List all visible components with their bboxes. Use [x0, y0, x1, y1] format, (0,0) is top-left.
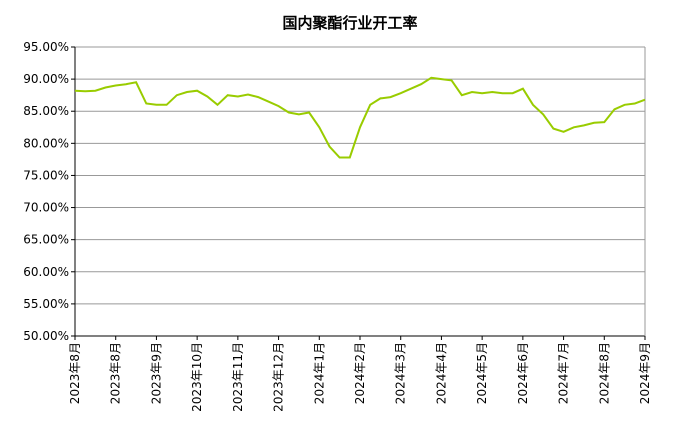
y-tick-label: 90.00%	[23, 72, 69, 86]
y-tick-label: 80.00%	[23, 136, 69, 150]
x-tick-label: 2024年8月	[597, 342, 611, 404]
x-tick-label: 2023年11月	[231, 342, 245, 412]
x-tick-label: 2024年3月	[394, 342, 408, 404]
x-tick-label: 2024年9月	[638, 342, 652, 404]
x-tick-label: 2024年6月	[516, 342, 530, 404]
y-tick-label: 65.00%	[23, 233, 69, 247]
x-tick-label: 2024年7月	[557, 342, 571, 404]
x-tick-label: 2024年1月	[312, 342, 326, 404]
x-tick-label: 2024年2月	[353, 342, 367, 404]
x-tick-label: 2023年8月	[68, 342, 82, 404]
x-tick-label: 2023年10月	[190, 342, 204, 412]
y-tick-label: 70.00%	[23, 201, 69, 215]
line	[74, 76, 646, 159]
x-tick-label: 2024年4月	[434, 342, 448, 404]
y-tick-label: 85.00%	[23, 104, 69, 118]
x-tick-label: 2023年9月	[149, 342, 163, 404]
chart-title: 国内聚酯行业开工率	[282, 14, 417, 32]
y-tick-label: 75.00%	[23, 168, 69, 182]
x-tick-label: 2023年8月	[109, 342, 123, 404]
y-tick-label: 50.00%	[23, 329, 69, 343]
y-tick-label: 60.00%	[23, 265, 69, 279]
x-tick-label: 2023年12月	[272, 342, 286, 412]
x-tick-label: 2024年5月	[475, 342, 489, 404]
y-tick-label: 95.00%	[23, 40, 69, 54]
y-tick-label: 55.00%	[23, 297, 69, 311]
